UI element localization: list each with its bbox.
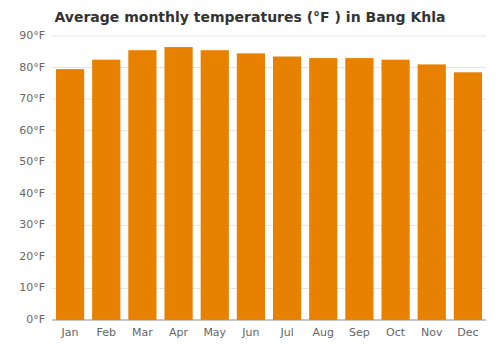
y-tick-label: 60°F — [19, 124, 45, 137]
grid-line — [52, 320, 486, 321]
chart-container: 0°F 10°F 20°F 30°F 40°F 50°F 60°F 70°F 80°F 90°F J… — [0, 0, 500, 350]
y-tick-label: 0°F — [26, 313, 45, 326]
x-tick-label: Feb — [97, 326, 116, 339]
bar — [309, 58, 337, 320]
y-tick-label: 90°F — [19, 29, 45, 42]
y-tick-label: 10°F — [19, 281, 45, 294]
bar — [418, 64, 446, 320]
y-tick-label: 20°F — [19, 250, 45, 263]
x-tick-label: Aug — [313, 326, 334, 339]
x-tick-label: Apr — [169, 326, 189, 339]
x-tick-label: Jan — [61, 326, 79, 339]
y-tick-label: 50°F — [19, 155, 45, 168]
x-tick-label: Jun — [241, 326, 259, 339]
x-tick-label: Jul — [279, 326, 293, 339]
x-tick-label: Oct — [386, 326, 406, 339]
bar — [381, 60, 409, 320]
bar — [92, 60, 120, 320]
x-tick-label: Dec — [457, 326, 478, 339]
chart-svg: 0°F 10°F 20°F 30°F 40°F 50°F 60°F 70°F 80°F 90°F J… — [0, 0, 500, 350]
y-ticks: 0°F 10°F 20°F 30°F 40°F 50°F 60°F 70°F 80°F 90°F — [19, 29, 45, 326]
bar — [56, 69, 84, 320]
bar — [164, 47, 192, 320]
x-tick-label: Nov — [421, 326, 443, 339]
bar — [201, 50, 229, 320]
title: Average monthly temperatures (°F ) in Ba… — [54, 9, 445, 25]
x-tick-label: Sep — [349, 326, 370, 339]
y-tick-label: 40°F — [19, 187, 45, 200]
bar — [128, 50, 156, 320]
x-axis-line — [52, 320, 486, 321]
grid — [52, 36, 486, 320]
bar — [345, 58, 373, 320]
bar — [273, 57, 301, 320]
x-tick-label: May — [203, 326, 226, 339]
y-tick-label: 80°F — [19, 61, 45, 74]
bar — [454, 72, 482, 320]
y-tick-label: 30°F — [19, 218, 45, 231]
bars — [56, 47, 482, 320]
grid-line — [52, 36, 486, 37]
y-tick-label: 70°F — [19, 92, 45, 105]
x-ticks: Jan Feb Mar Apr May Jun Jul Aug Sep Oct Nov Dec — [61, 326, 479, 339]
bar — [237, 53, 265, 320]
x-tick-label: Mar — [132, 326, 153, 339]
page: {"chart_data": {"type": "bar", "title": … — [0, 0, 500, 350]
